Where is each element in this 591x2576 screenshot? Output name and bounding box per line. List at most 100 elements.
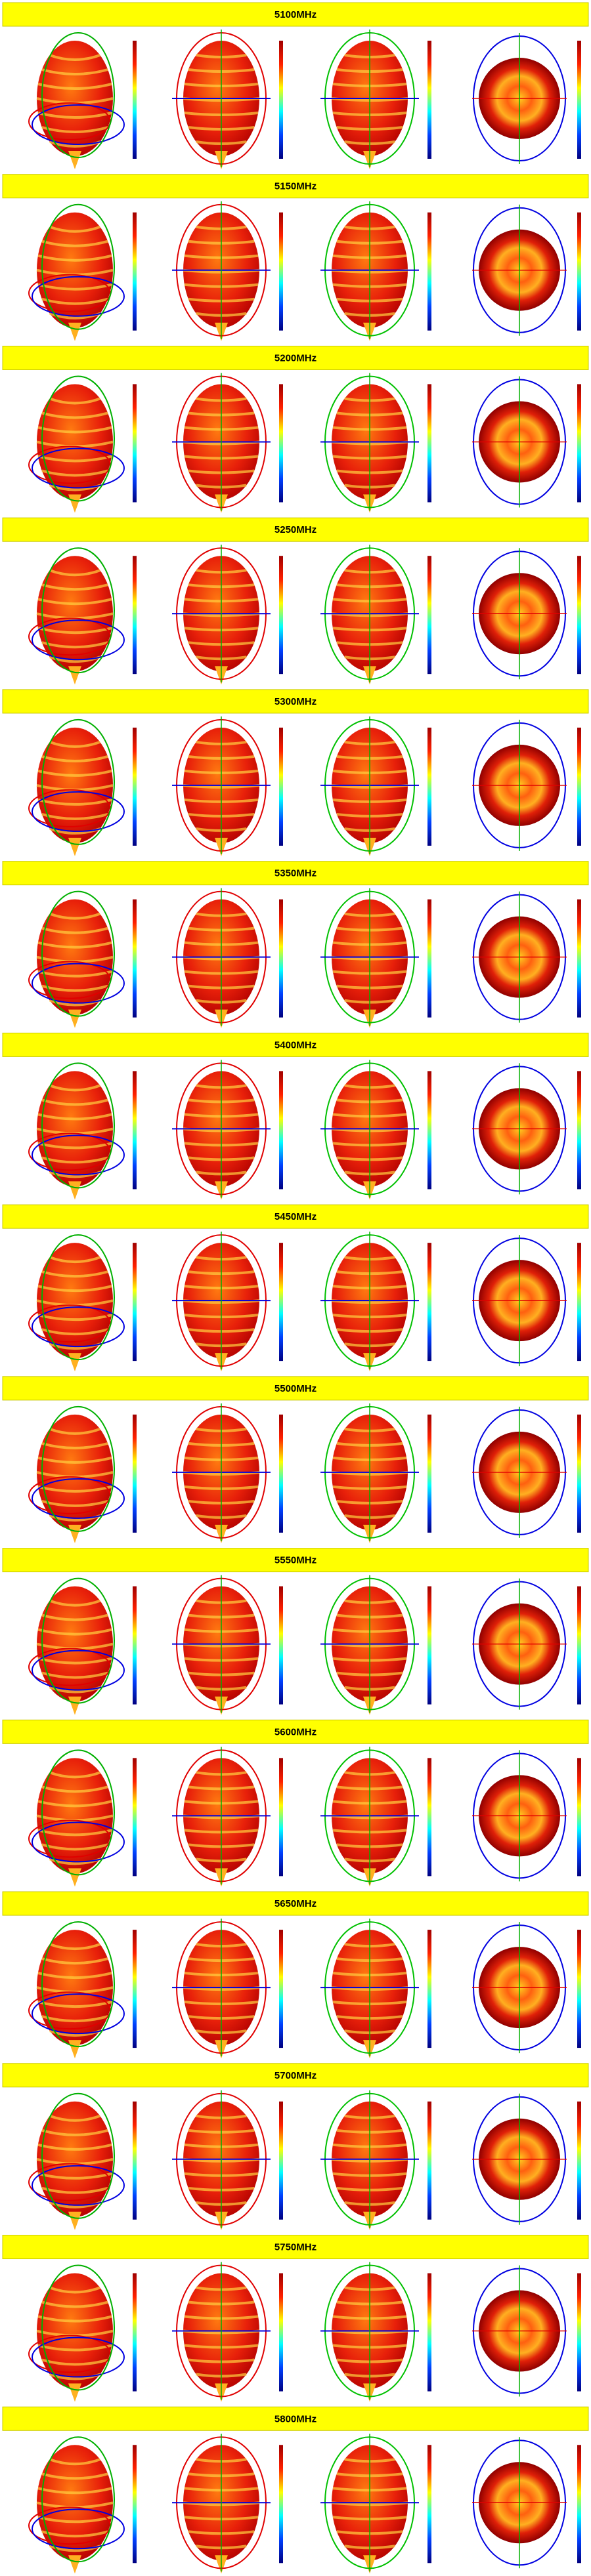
pattern-ring	[49, 1256, 101, 1264]
axis-ring-blue	[32, 2508, 125, 2550]
color-bar	[279, 1071, 283, 1190]
pattern-panel	[472, 891, 581, 1023]
pattern-panel	[172, 1919, 283, 2059]
color-bar	[577, 2273, 581, 2392]
axis-ring-blue	[32, 2165, 125, 2206]
pattern-ring	[37, 2172, 112, 2180]
pattern-panel	[172, 716, 283, 856]
pattern-panel	[472, 2093, 581, 2225]
pattern-ring	[37, 83, 112, 90]
pattern-panel	[172, 1747, 283, 1887]
pattern-tail	[68, 1868, 81, 1887]
pattern-panel	[172, 888, 283, 1028]
axis-ring-green	[41, 547, 115, 674]
frequency-section: 5300MHz	[2, 689, 589, 856]
axis-ring-green	[41, 375, 115, 502]
color-bar	[133, 1414, 137, 1533]
axis-ring-blue	[32, 447, 125, 489]
pattern-tail	[68, 151, 81, 169]
pattern-ring	[37, 970, 112, 978]
pattern-ring	[37, 254, 112, 262]
pattern-ring	[49, 2114, 101, 2122]
pattern-ring	[49, 1771, 101, 1779]
color-bar	[279, 727, 283, 846]
pattern-panel	[172, 201, 283, 341]
pattern-ring	[37, 1829, 112, 1837]
section-title: 5200MHz	[274, 352, 317, 364]
color-bar	[279, 556, 283, 675]
pattern-body	[37, 212, 113, 328]
pattern-body	[37, 2101, 113, 2217]
color-bar	[577, 1071, 581, 1190]
pattern-ring	[37, 1314, 112, 1321]
section-header	[2, 2063, 589, 2088]
section-header	[2, 174, 589, 199]
pattern-body	[37, 1758, 113, 1874]
axis-ring-red	[28, 2335, 111, 2373]
color-bar	[133, 1758, 137, 1877]
axis-ring-blue	[32, 1821, 125, 1863]
axis-ring-green	[41, 1405, 115, 1532]
axis-ring-red	[28, 1991, 111, 2030]
pattern-ring	[41, 926, 108, 934]
frequency-section: 5500MHz	[2, 1376, 589, 1543]
frequency-section: 5750MHz	[2, 2235, 589, 2402]
pattern-panel	[172, 30, 283, 169]
pattern-tail	[68, 1181, 81, 1200]
pattern-panel	[320, 2434, 431, 2574]
pattern-panel	[320, 1747, 431, 1887]
pattern-panel	[320, 716, 431, 856]
section-title: 5100MHz	[274, 9, 317, 20]
axis-ring-blue	[32, 1650, 125, 1691]
color-bar	[279, 384, 283, 503]
color-bar	[279, 1414, 283, 1533]
pattern-panel	[472, 1922, 581, 2054]
color-bar	[577, 1414, 581, 1533]
pattern-panel	[172, 373, 283, 513]
axis-ring-green	[41, 718, 115, 845]
frequency-section: 5350MHz	[2, 861, 589, 1028]
pattern-ring	[41, 2300, 108, 2308]
axis-ring-green	[41, 2436, 115, 2563]
frequency-section: 5100MHz	[2, 2, 589, 169]
pattern-ring	[37, 426, 112, 434]
section-title: 5750MHz	[274, 2242, 317, 2253]
pattern-ring	[49, 225, 101, 233]
pattern-ring	[41, 411, 108, 419]
section-title: 5800MHz	[274, 2413, 317, 2424]
pattern-panel	[320, 201, 431, 341]
pattern-panel	[172, 2262, 283, 2402]
pattern-body	[37, 556, 113, 672]
axis-ring-green	[41, 890, 115, 1017]
color-bar	[133, 1586, 137, 1705]
pattern-panel	[172, 2434, 283, 2574]
pattern-tail	[68, 1524, 81, 1543]
pattern-ring	[37, 627, 112, 634]
color-bar	[427, 1586, 431, 1705]
section-title: 5550MHz	[274, 1555, 317, 1566]
pattern-ring	[37, 1142, 112, 1150]
pattern-ring	[49, 912, 101, 920]
pattern-panel	[172, 1060, 283, 1200]
pattern-panel	[472, 548, 581, 680]
pattern-panel	[28, 203, 137, 341]
pattern-panel	[28, 2436, 137, 2574]
pattern-panel	[172, 545, 283, 685]
section-title: 5600MHz	[274, 1726, 317, 1737]
frequency-section: 5150MHz	[2, 174, 589, 341]
pattern-ring	[41, 297, 108, 305]
pattern-body	[37, 1586, 113, 1702]
axis-ring-red	[28, 1476, 111, 1514]
pattern-ring	[37, 2344, 112, 2352]
color-bar	[427, 1071, 431, 1190]
pattern-panel	[28, 32, 137, 169]
pattern-panel	[320, 2090, 431, 2230]
section-title: 5400MHz	[274, 1039, 317, 1050]
color-bar	[427, 41, 431, 159]
pattern-panel	[172, 1403, 283, 1543]
frequency-section: 5250MHz	[2, 517, 589, 685]
frequency-section: 5400MHz	[2, 1032, 589, 1200]
color-bar	[133, 2273, 137, 2392]
color-bar	[279, 2273, 283, 2392]
pattern-ring	[41, 1957, 108, 1965]
